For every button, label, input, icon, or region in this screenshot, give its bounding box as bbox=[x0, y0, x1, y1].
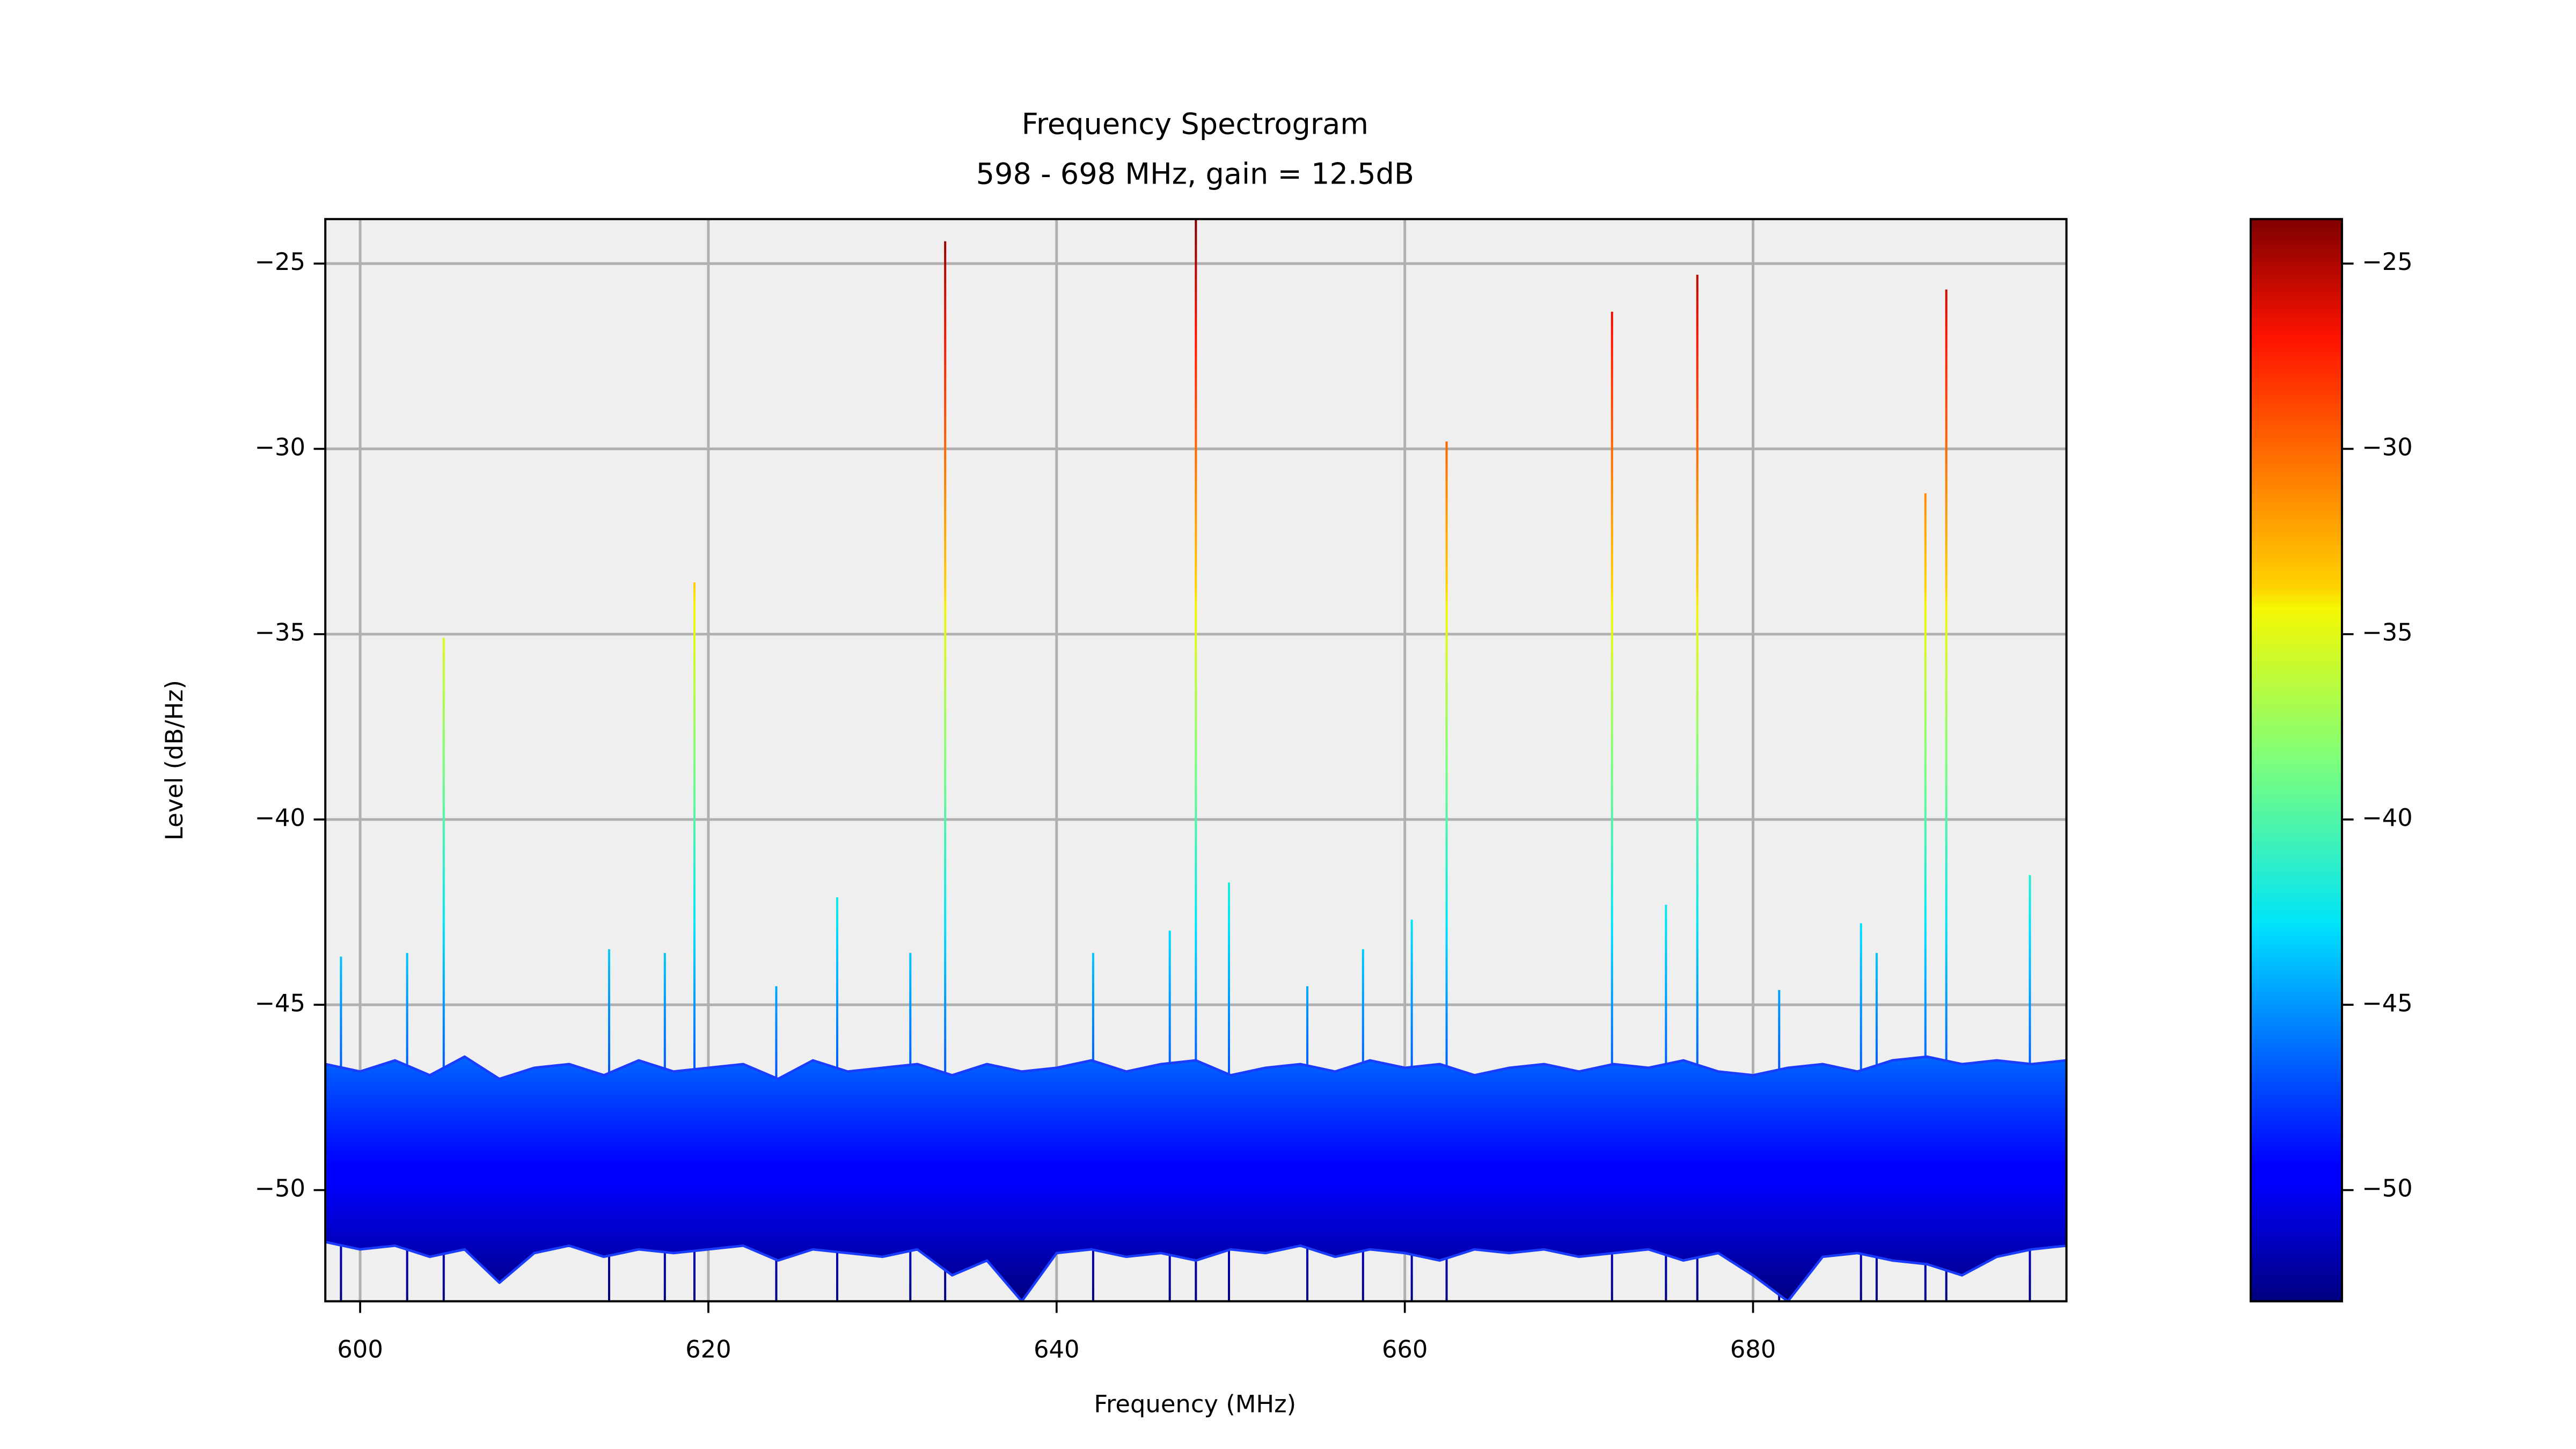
noise-band bbox=[325, 1055, 2067, 1301]
colorbar-tick-label: −30 bbox=[2362, 433, 2413, 461]
colorbar-tick-label: −45 bbox=[2362, 989, 2413, 1017]
colorbar bbox=[2250, 219, 2342, 1301]
colorbar-tick-label: −50 bbox=[2362, 1174, 2413, 1203]
y-tick-label: −35 bbox=[254, 618, 305, 647]
y-tick-label: −30 bbox=[254, 433, 305, 461]
colorbar-frame bbox=[2249, 218, 2343, 1302]
y-tick-label: −50 bbox=[254, 1174, 305, 1203]
colorbar-tick-label: −35 bbox=[2362, 618, 2413, 647]
y-tick-label: −25 bbox=[254, 247, 305, 276]
x-tick-label: 640 bbox=[1034, 1335, 1080, 1364]
y-tick-label: −40 bbox=[254, 803, 305, 832]
y-axis-label: Level (dB/Hz) bbox=[160, 680, 188, 840]
chart-subtitle: 598 - 698 MHz, gain = 12.5dB bbox=[976, 157, 1414, 191]
x-tick-label: 680 bbox=[1730, 1335, 1776, 1364]
colorbar-tick-label: −40 bbox=[2362, 803, 2413, 832]
x-axis-label: Frequency (MHz) bbox=[1094, 1390, 1296, 1418]
x-tick-label: 600 bbox=[337, 1335, 383, 1364]
plot-frame bbox=[324, 218, 2068, 1302]
x-tick-label: 620 bbox=[685, 1335, 731, 1364]
chart-title: Frequency Spectrogram bbox=[1022, 107, 1368, 141]
axes: 600 620 640 660 680 −25 −30 −35 −40 −45 −50 −25 −30 −… bbox=[254, 247, 2412, 1363]
y-tick-label: −45 bbox=[254, 989, 305, 1017]
x-tick-label: 660 bbox=[1382, 1335, 1428, 1364]
marks bbox=[325, 219, 2067, 1301]
colorbar-tick-label: −25 bbox=[2362, 247, 2413, 276]
